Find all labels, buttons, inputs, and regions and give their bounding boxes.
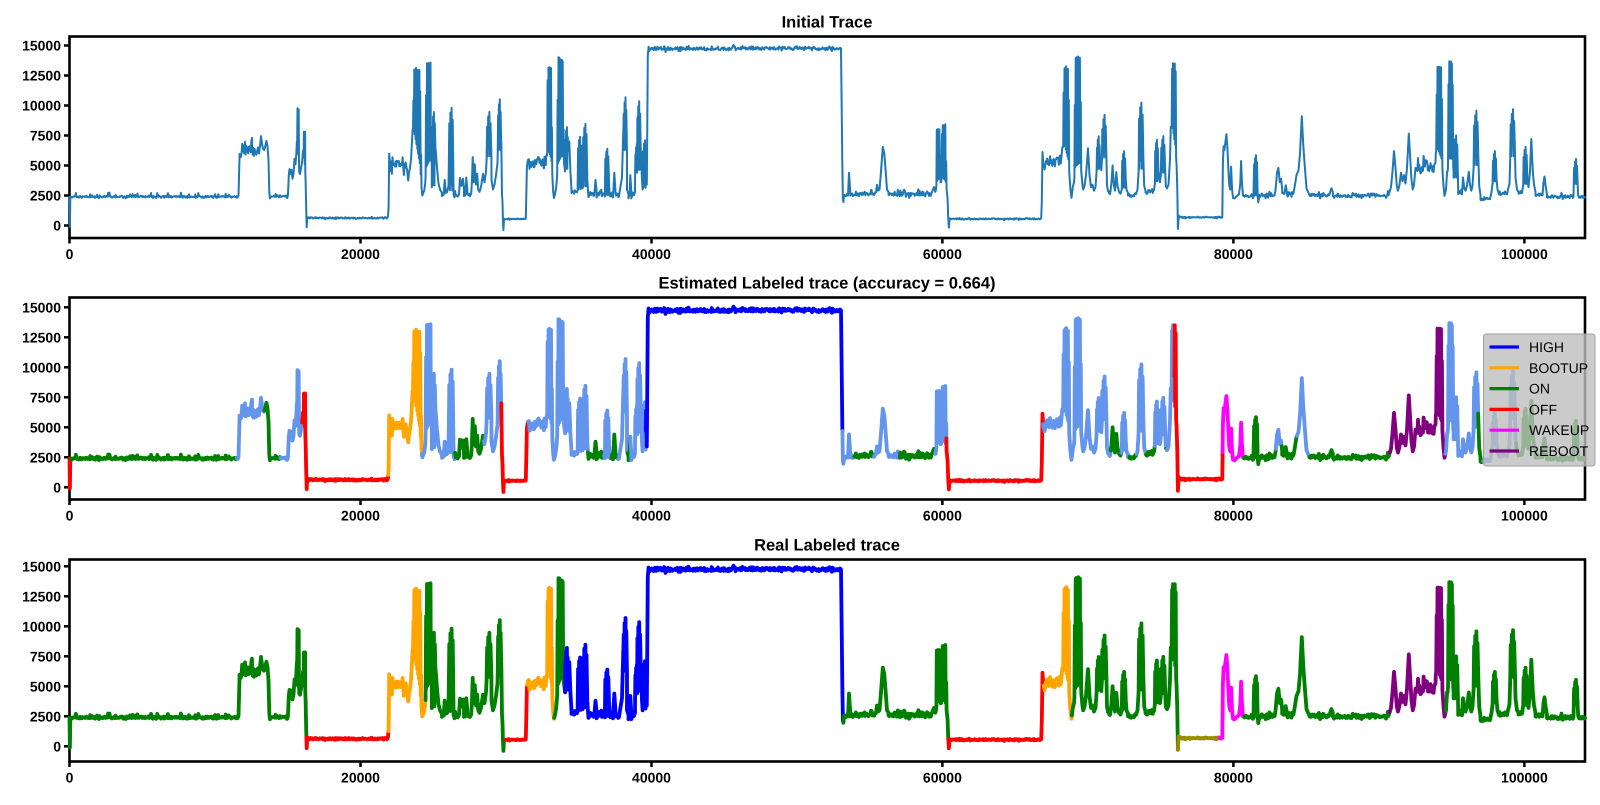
svg-text:Real Labeled trace: Real Labeled trace bbox=[754, 537, 900, 555]
svg-text:10000: 10000 bbox=[22, 618, 61, 634]
svg-text:12500: 12500 bbox=[22, 68, 61, 84]
svg-text:60000: 60000 bbox=[923, 508, 962, 524]
svg-text:WAKEUP: WAKEUP bbox=[1529, 422, 1589, 438]
svg-text:ON: ON bbox=[1529, 381, 1550, 397]
svg-text:HIGH: HIGH bbox=[1529, 339, 1564, 355]
svg-text:40000: 40000 bbox=[632, 508, 671, 524]
svg-text:5000: 5000 bbox=[30, 678, 61, 694]
svg-text:0: 0 bbox=[53, 479, 61, 495]
svg-text:0: 0 bbox=[53, 738, 61, 754]
svg-text:0: 0 bbox=[66, 246, 74, 262]
svg-text:7500: 7500 bbox=[30, 128, 61, 144]
svg-text:15000: 15000 bbox=[22, 299, 61, 315]
svg-text:40000: 40000 bbox=[632, 770, 671, 786]
svg-text:100000: 100000 bbox=[1501, 508, 1548, 524]
svg-text:12500: 12500 bbox=[22, 329, 61, 345]
svg-text:12500: 12500 bbox=[22, 588, 61, 604]
svg-text:5000: 5000 bbox=[30, 158, 61, 174]
svg-text:80000: 80000 bbox=[1214, 246, 1253, 262]
svg-text:2500: 2500 bbox=[30, 188, 61, 204]
svg-text:40000: 40000 bbox=[632, 246, 671, 262]
svg-text:100000: 100000 bbox=[1501, 770, 1548, 786]
svg-text:60000: 60000 bbox=[923, 246, 962, 262]
svg-text:7500: 7500 bbox=[30, 389, 61, 405]
svg-text:5000: 5000 bbox=[30, 419, 61, 435]
svg-text:Initial Trace: Initial Trace bbox=[782, 14, 873, 32]
svg-text:OFF: OFF bbox=[1529, 401, 1557, 417]
svg-text:2500: 2500 bbox=[30, 449, 61, 465]
svg-text:15000: 15000 bbox=[22, 38, 61, 54]
svg-text:100000: 100000 bbox=[1501, 246, 1548, 262]
svg-text:REBOOT: REBOOT bbox=[1529, 443, 1589, 459]
svg-text:7500: 7500 bbox=[30, 648, 61, 664]
svg-text:20000: 20000 bbox=[341, 246, 380, 262]
svg-text:15000: 15000 bbox=[22, 558, 61, 574]
svg-text:2500: 2500 bbox=[30, 708, 61, 724]
svg-text:80000: 80000 bbox=[1214, 770, 1253, 786]
svg-text:Estimated Labeled trace (accur: Estimated Labeled trace (accuracy = 0.66… bbox=[658, 275, 995, 293]
svg-text:60000: 60000 bbox=[923, 770, 962, 786]
svg-text:10000: 10000 bbox=[22, 98, 61, 114]
svg-text:0: 0 bbox=[53, 218, 61, 234]
svg-text:BOOTUP: BOOTUP bbox=[1529, 360, 1588, 376]
svg-text:10000: 10000 bbox=[22, 359, 61, 375]
svg-text:20000: 20000 bbox=[341, 770, 380, 786]
svg-text:20000: 20000 bbox=[341, 508, 380, 524]
svg-text:0: 0 bbox=[66, 770, 74, 786]
svg-text:0: 0 bbox=[66, 508, 74, 524]
svg-text:80000: 80000 bbox=[1214, 508, 1253, 524]
